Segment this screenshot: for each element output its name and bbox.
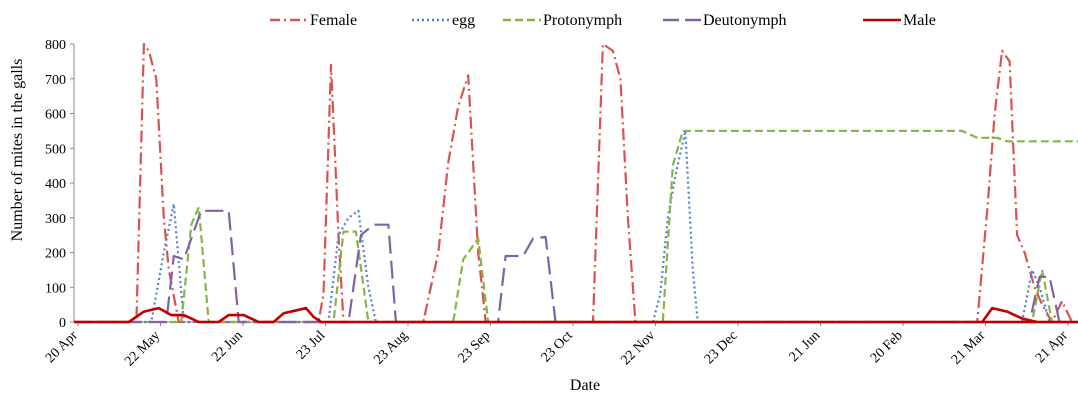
x-tick-label: 21 Mar <box>949 328 989 368</box>
y-tick-label: 300 <box>45 212 66 227</box>
legend: Female egg Protonymph Deutonymph Male <box>270 12 936 29</box>
y-tick-label: 800 <box>45 38 66 53</box>
x-tick-label: 22 Jun <box>209 328 246 365</box>
y-tick-label: 500 <box>45 142 66 157</box>
y-tick-label: 0 <box>59 316 66 331</box>
x-axis-title: Date <box>570 377 600 394</box>
y-tick-label: 200 <box>45 247 66 262</box>
series-line-female <box>74 42 1073 324</box>
x-tick-label: 21 Apr <box>1033 328 1071 366</box>
x-tick-label: 23 Aug <box>371 328 410 367</box>
legend-item-protonymph: Protonymph <box>503 12 622 29</box>
series-line-deutonymph <box>74 209 1078 324</box>
x-tick-label: 23 Sep <box>455 328 493 366</box>
x-axis: 20 Apr 22 May 22 Jun 23 Jul 23 Aug 23 Sep 23 O… <box>43 321 1072 369</box>
y-axis: 0 100 200 300 400 500 600 700 800 <box>45 38 75 331</box>
legend-item-deutonymph: Deutonymph <box>663 12 787 29</box>
legend-label-protonymph: Protonymph <box>543 12 622 29</box>
x-tick-label: 23 Oct <box>539 328 576 365</box>
legend-label-deutonymph: Deutonymph <box>703 12 787 29</box>
x-tick-label: 23 Jul <box>294 328 329 363</box>
legend-item-male: Male <box>863 12 936 29</box>
y-axis-title: Number of mites in the galls <box>9 59 26 242</box>
x-tick-label: 20 Feb <box>868 328 906 366</box>
y-tick-label: 600 <box>45 108 66 123</box>
x-tick-label: 22 May <box>122 328 163 369</box>
x-tick-label: 20 Apr <box>43 328 81 366</box>
legend-label-male: Male <box>903 12 936 29</box>
legend-label-egg: egg <box>452 12 475 29</box>
y-tick-label: 700 <box>45 73 66 88</box>
series-line-protonymph <box>74 129 1078 324</box>
series-line-egg <box>74 129 1062 324</box>
series-line-male <box>74 306 1078 324</box>
legend-item-female: Female <box>270 12 357 29</box>
x-tick-label: 21 Jun <box>787 328 824 365</box>
x-tick-label: 23 Dec <box>702 328 741 367</box>
y-tick-label: 400 <box>45 177 66 192</box>
y-tick-label: 100 <box>45 281 66 296</box>
legend-item-egg: egg <box>412 12 475 29</box>
series-layer <box>74 42 1078 324</box>
legend-label-female: Female <box>310 12 357 29</box>
x-tick-label: 22 Nov <box>618 328 658 368</box>
